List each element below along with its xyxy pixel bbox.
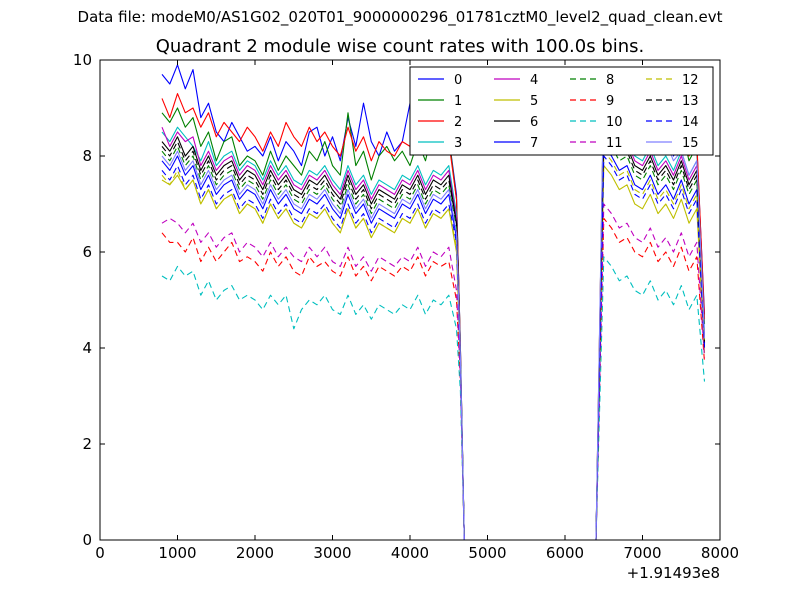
x-tick-label: 2000 xyxy=(236,544,274,562)
series-line-2 xyxy=(161,88,706,540)
y-tick-label: 4 xyxy=(82,339,92,357)
legend-label-1: 1 xyxy=(454,94,462,109)
y-tick-label: 2 xyxy=(82,435,92,453)
y-tick-label: 0 xyxy=(82,531,92,549)
x-offset-label: +1.91493e8 xyxy=(627,564,720,582)
series-line-11 xyxy=(161,203,706,540)
legend-label-2: 2 xyxy=(454,115,462,130)
y-tick-label: 6 xyxy=(82,243,92,261)
legend-label-3: 3 xyxy=(454,136,462,151)
legend-label-15: 15 xyxy=(682,136,699,151)
series-line-9 xyxy=(161,217,706,540)
series-line-10 xyxy=(161,256,706,540)
y-tick-label: 10 xyxy=(73,51,92,69)
legend-label-8: 8 xyxy=(606,73,614,88)
x-axis: 0 1000 2000 3000 4000 5000 6000 7000 8000 xyxy=(95,60,739,562)
legend-label-14: 14 xyxy=(682,115,699,130)
series-line-1 xyxy=(161,88,706,540)
y-tick-label: 8 xyxy=(82,147,92,165)
series-line-8 xyxy=(161,136,706,540)
chart-title: Quadrant 2 module wise count rates with … xyxy=(155,36,645,57)
x-tick-label: 3000 xyxy=(313,544,351,562)
legend-label-7: 7 xyxy=(530,136,538,151)
suptitle: Data file: modeM0/AS1G02_020T01_90000002… xyxy=(77,8,723,26)
series-line-7 xyxy=(161,145,706,540)
series-line-12 xyxy=(161,150,706,540)
x-tick-label: 5000 xyxy=(468,544,506,562)
legend-box xyxy=(409,66,714,156)
legend-label-11: 11 xyxy=(606,136,623,151)
legend-label-6: 6 xyxy=(530,115,538,130)
x-tick-label: 6000 xyxy=(546,544,584,562)
x-tick-label: 4000 xyxy=(391,544,429,562)
x-tick-label: 8000 xyxy=(701,544,739,562)
x-tick-label: 7000 xyxy=(623,544,661,562)
legend-label-5: 5 xyxy=(530,94,538,109)
legend-label-0: 0 xyxy=(454,73,462,88)
series-line-5 xyxy=(161,165,706,540)
legend-label-12: 12 xyxy=(682,73,699,88)
x-tick-label: 0 xyxy=(95,544,105,562)
legend-label-13: 13 xyxy=(682,94,699,109)
x-tick-label: 1000 xyxy=(158,544,196,562)
legend-label-4: 4 xyxy=(530,73,538,88)
legend-label-10: 10 xyxy=(606,115,623,130)
legend-label-9: 9 xyxy=(606,94,614,109)
series-line-13 xyxy=(161,131,706,540)
